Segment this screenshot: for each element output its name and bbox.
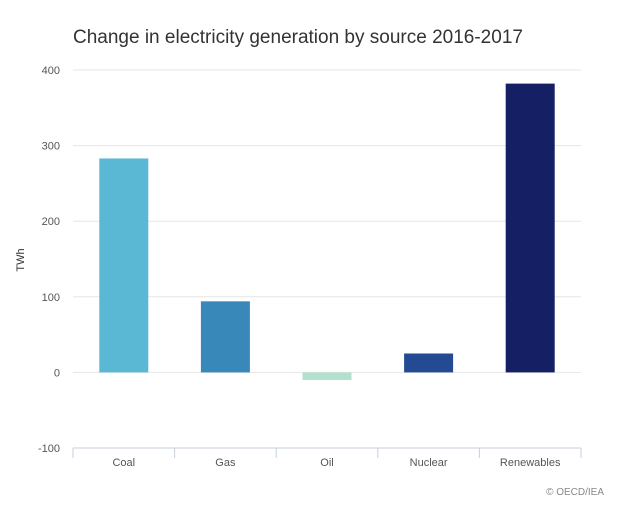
y-axis-ticks: -100 0 100 200 300 400 [38,65,60,455]
bar-oil [302,372,352,380]
y-tick-label: -100 [38,443,60,455]
bars [99,83,555,380]
x-tick-label: Coal [112,457,135,469]
bar-nuclear [404,353,454,373]
y-tick-label: 400 [42,65,60,77]
credit-text: © OECD/IEA [546,487,604,498]
bar-renewables [505,83,555,373]
x-tick-label: Oil [320,457,333,469]
y-tick-label: 0 [54,367,60,379]
bar-coal [99,158,149,373]
y-tick-label: 100 [42,292,60,304]
chart-title: Change in electricity generation by sour… [73,27,523,48]
gridlines [73,69,581,373]
x-tick-label: Renewables [500,457,561,469]
x-tick-label: Gas [215,457,236,469]
y-axis-label: TWh [15,248,27,271]
x-axis: Coal Gas Oil Nuclear Renewables [72,447,582,469]
x-tick-label: Nuclear [410,457,448,469]
y-tick-label: 200 [42,216,60,228]
bar-gas [200,301,250,373]
y-tick-label: 300 [42,141,60,153]
